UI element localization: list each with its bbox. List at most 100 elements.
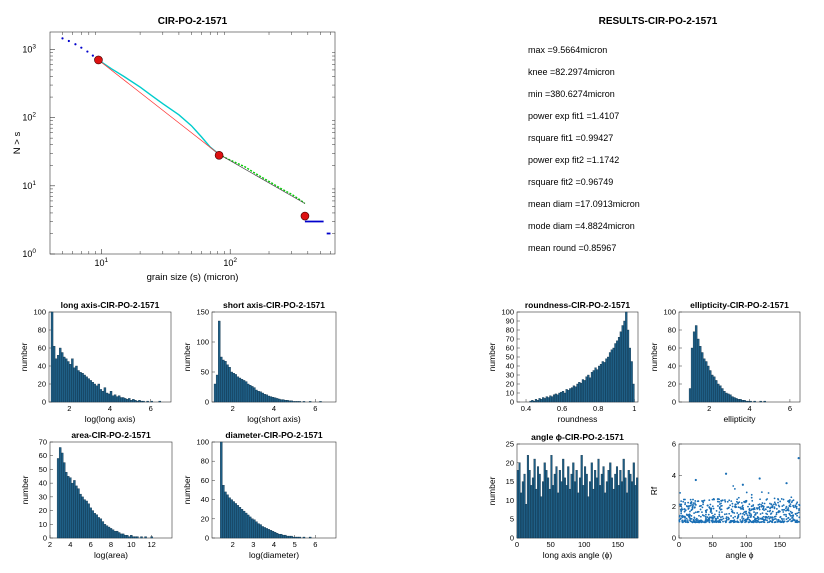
s8-point: [735, 500, 738, 503]
s8-point: [758, 508, 761, 511]
s8-point: [748, 503, 751, 506]
s8-point: [693, 517, 696, 519]
s8-point: [761, 512, 764, 515]
s8-point: [771, 516, 774, 519]
h3-bar: [85, 500, 88, 539]
h3-y-tick-label: 10: [39, 520, 47, 529]
h7-x-axis-label: long axis angle (ϕ): [543, 550, 613, 560]
h5-y-axis-label: number: [487, 342, 497, 371]
s8-point: [711, 521, 714, 523]
main-series-segment2: [218, 153, 306, 205]
h3-bar: [105, 525, 109, 539]
h6-bar: [739, 399, 742, 403]
h2-bar: [280, 399, 283, 403]
h1-bar: [136, 400, 139, 403]
h7-bar: [540, 496, 543, 539]
s8-point: [740, 508, 742, 510]
s8-point: [702, 503, 704, 506]
h7-bar: [585, 473, 588, 539]
h7-bar: [538, 473, 541, 539]
s8-point: [696, 511, 699, 513]
h5-bar: [533, 400, 536, 403]
h6-bar: [741, 400, 744, 403]
s8-point: [708, 499, 711, 502]
s8-y-axis-label: Rf: [649, 486, 659, 495]
s8-point: [756, 519, 759, 522]
h1-bar: [56, 355, 60, 403]
h7-bar: [553, 473, 556, 539]
h3-bar: [150, 536, 153, 539]
s8-point: [699, 508, 702, 511]
s8-point: [717, 505, 719, 507]
main-data-point: [86, 50, 89, 53]
s8-plot-frame: [678, 443, 801, 539]
h3-bar: [124, 535, 127, 539]
s8-point: [725, 513, 728, 515]
h7-bar: [587, 496, 590, 539]
h4-bar: [249, 516, 252, 539]
s8-point: [750, 514, 753, 517]
h2-bar: [251, 386, 254, 403]
h1-bar: [142, 400, 145, 403]
h5-bar: [561, 391, 565, 403]
h7-bar: [580, 455, 583, 539]
h2-bar: [265, 394, 268, 403]
h5-bar: [621, 325, 624, 403]
s8-point: [732, 485, 735, 487]
main-x-tick-label: 101: [94, 257, 108, 268]
h7-bar: [602, 466, 605, 539]
s8-point: [794, 513, 797, 515]
main-y-axis-label: N > s: [12, 132, 23, 155]
s8-point: [732, 521, 735, 524]
h6-bar: [753, 400, 756, 403]
h2-bar: [302, 401, 306, 403]
s8-point: [773, 506, 776, 508]
s8-point: [777, 497, 779, 500]
s8-point: [682, 500, 685, 503]
h7-bar: [535, 488, 538, 539]
s8-points: [678, 485, 801, 524]
h6-bar: [733, 397, 736, 403]
h6-bar: [749, 400, 752, 403]
h4-bar: [294, 536, 297, 539]
s8-point: [786, 520, 789, 523]
h7-bar: [560, 481, 563, 539]
s8-point: [764, 516, 767, 518]
h7-bar: [567, 466, 570, 539]
main-data-point: [80, 46, 83, 49]
h4-bar: [269, 530, 273, 539]
h1-bar: [119, 397, 123, 403]
s8-point: [756, 512, 759, 514]
s8-point: [773, 497, 776, 500]
h6-bar: [701, 352, 704, 403]
s8-point: [688, 507, 690, 509]
h6-bar: [737, 399, 740, 403]
s8-point: [683, 510, 686, 513]
main-knee-marker: [94, 55, 103, 65]
h2-x-tick-label: 2: [231, 404, 235, 413]
s8-point: [736, 521, 739, 523]
s8-y-tick-label: 2: [672, 502, 676, 511]
h2-bar: [319, 401, 322, 403]
h1-bar: [109, 391, 113, 403]
s8-point: [710, 507, 713, 510]
s8-point: [708, 517, 711, 520]
h4-bar: [222, 485, 225, 539]
s8-point: [773, 507, 776, 510]
h1-bar: [107, 393, 111, 403]
h3-y-tick-label: 0: [43, 534, 47, 543]
h5-bar: [581, 379, 584, 403]
h6-bar: [694, 325, 698, 403]
s8-point: [704, 521, 707, 524]
h7-x-tick-label: 150: [612, 540, 625, 549]
s8-point: [774, 521, 777, 524]
s8-point: [742, 517, 745, 520]
s8-point: [748, 521, 750, 524]
s8-point: [781, 508, 784, 511]
h4-bar: [220, 441, 223, 539]
h5-bar: [552, 394, 556, 403]
h6-bar: [705, 361, 708, 403]
s8-point: [795, 507, 798, 510]
h5-y-tick-label: 0: [510, 398, 514, 407]
s8-point: [718, 513, 721, 516]
